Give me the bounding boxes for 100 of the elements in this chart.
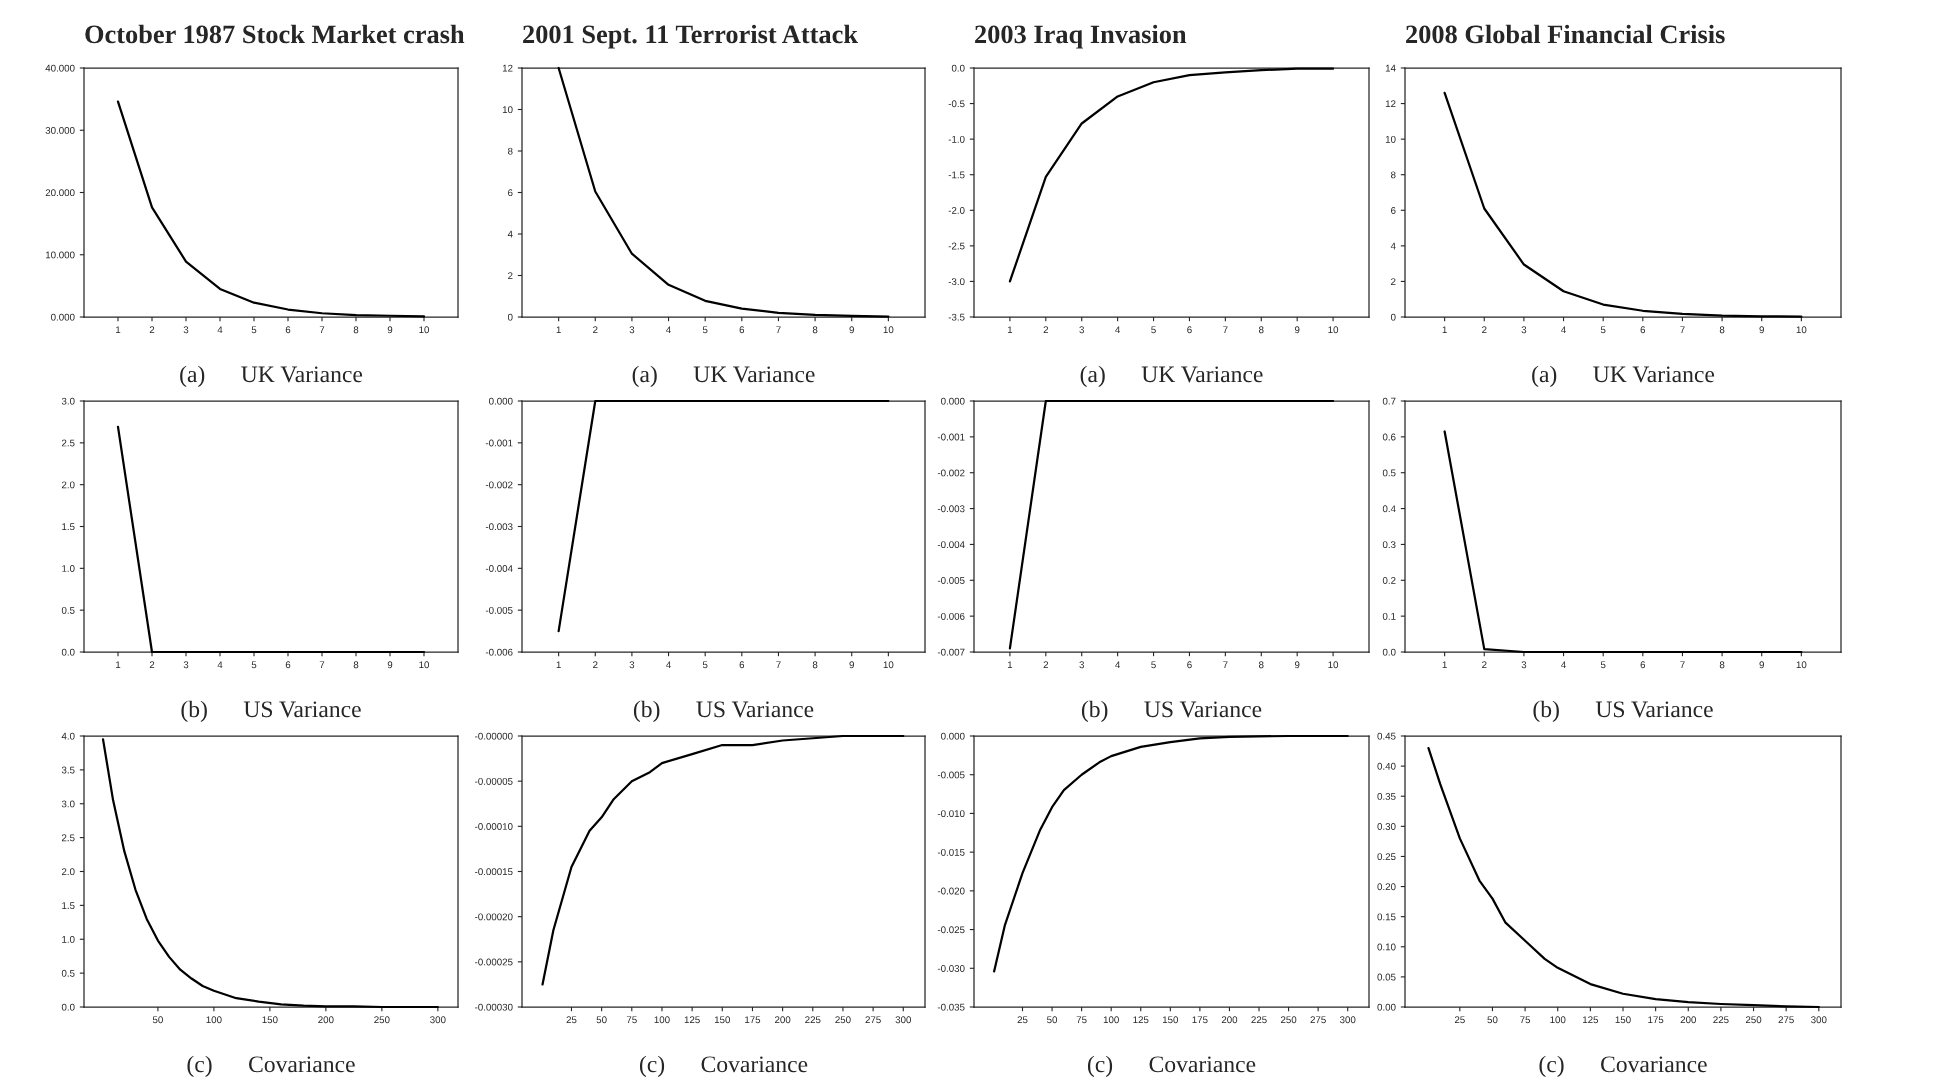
x-axis-title: (c) Covariance <box>639 1055 808 1078</box>
y-tick-label: -0.006 <box>485 648 513 656</box>
x-tick-label: 225 <box>1251 1016 1267 1024</box>
x-tick-label: 7 <box>1223 661 1228 669</box>
x-axis-title: (a) UK Variance <box>1532 365 1715 388</box>
y-tick-label: -0.005 <box>937 577 965 584</box>
x-tick-label: 10 <box>1328 661 1339 669</box>
line-series <box>1443 91 1803 318</box>
x-tick-label: 1 <box>1442 326 1447 334</box>
x-tick-label: 1 <box>116 661 121 669</box>
x-tick-label: 300 <box>1811 1016 1827 1024</box>
x-tick-label: 2 <box>1043 326 1049 334</box>
y-tick-label: -0.002 <box>937 469 965 477</box>
x-tick-label: 250 <box>374 1016 390 1024</box>
y-tick-label: -0.004 <box>937 541 965 549</box>
x-tick-label: 275 <box>1778 1016 1794 1024</box>
x-tick-label: 5 <box>1600 326 1606 334</box>
x-tick-label: 2 <box>149 326 155 334</box>
y-tick-label: 0.25 <box>1377 853 1396 861</box>
y-tick-label: 1.0 <box>62 935 75 943</box>
y-tick-label: 14 <box>1385 64 1396 72</box>
y-tick-label: -0.025 <box>937 926 965 934</box>
y-tick-label: 0.00 <box>1377 1003 1396 1011</box>
x-tick-label: 175 <box>1648 1016 1664 1024</box>
x-tick-label: 200 <box>318 1016 334 1024</box>
x-tick-label: 100 <box>1550 1016 1566 1024</box>
x-tick-label: 7 <box>776 326 781 334</box>
y-tick-label: 10.000 <box>45 251 75 259</box>
x-tick-label: 8 <box>812 661 818 669</box>
x-tick-label: 175 <box>745 1016 761 1024</box>
y-tick-label: 3.0 <box>61 397 75 405</box>
x-axis-title: (c) Covariance <box>187 1055 355 1078</box>
y-tick-label: 0.0 <box>1382 648 1396 656</box>
y-tick-label: 0.5 <box>1382 469 1396 477</box>
x-tick-label: 100 <box>206 1016 222 1024</box>
x-axis-title: (a) UK Variance <box>180 365 363 388</box>
y-tick-label: -3.5 <box>948 313 965 321</box>
x-tick-label: 75 <box>1520 1016 1531 1024</box>
chart-title: 2008 Global Financial Crisis <box>1406 24 1725 44</box>
x-tick-label: 10 <box>419 326 430 334</box>
x-tick-label: 3 <box>1521 661 1527 669</box>
x-axis-title: (c) Covariance <box>1539 1055 1707 1078</box>
y-tick-label: 0.7 <box>1382 397 1396 405</box>
x-tick-label: 200 <box>1680 1016 1696 1024</box>
x-tick-label: 4 <box>1115 661 1121 669</box>
line-series <box>557 66 890 318</box>
y-tick-label: -2.5 <box>948 242 965 250</box>
x-tick-label: 6 <box>739 661 745 669</box>
y-tick-label: 3.0 <box>61 800 75 808</box>
y-tick-label: 0.0 <box>61 1003 75 1011</box>
y-tick-label: 0.4 <box>1382 505 1396 513</box>
x-tick-label: 1 <box>1007 326 1013 334</box>
y-tick-label: 4.0 <box>61 732 75 740</box>
x-tick-label: 25 <box>1454 1016 1465 1024</box>
y-tick-label: -1.5 <box>948 171 965 179</box>
x-tick-label: 9 <box>387 661 393 669</box>
x-tick-label: 1 <box>116 326 121 334</box>
x-tick-label: 250 <box>835 1016 851 1024</box>
x-tick-label: 6 <box>1187 326 1192 334</box>
y-tick-label: -0.010 <box>937 810 965 818</box>
x-tick-label: 225 <box>1713 1016 1729 1024</box>
x-tick-label: 250 <box>1280 1016 1297 1024</box>
x-tick-label: 9 <box>849 661 854 669</box>
x-tick-label: 3 <box>183 326 189 334</box>
y-tick-label: 10 <box>1385 135 1396 143</box>
x-tick-label: 3 <box>183 661 189 669</box>
x-tick-label: 200 <box>775 1016 791 1024</box>
x-tick-label: 25 <box>1017 1016 1028 1024</box>
y-tick-label: -0.030 <box>937 965 965 972</box>
y-tick-label: -1.0 <box>948 135 965 143</box>
x-tick-label: 4 <box>1561 661 1566 669</box>
x-tick-label: 125 <box>684 1016 700 1024</box>
y-tick-label: 1.5 <box>62 523 75 531</box>
x-tick-label: 8 <box>353 326 359 334</box>
x-tick-label: 9 <box>387 326 393 334</box>
x-tick-label: 50 <box>596 1016 607 1024</box>
x-tick-label: 225 <box>805 1016 821 1024</box>
x-tick-label: 5 <box>1600 661 1606 669</box>
x-tick-label: 2 <box>1043 661 1049 669</box>
chart-title: 2001 Sept. 11 Terrorist Attack <box>523 24 858 49</box>
y-tick-label: 0.30 <box>1377 823 1396 830</box>
y-tick-label: 20.000 <box>45 189 75 197</box>
x-tick-label: 1 <box>1007 661 1013 669</box>
x-tick-label: 4 <box>1561 326 1566 334</box>
x-tick-label: 3 <box>1079 661 1084 669</box>
y-tick-label: 0.15 <box>1377 913 1396 921</box>
x-tick-label: 300 <box>430 1016 446 1024</box>
y-tick-label: 0.0 <box>951 64 965 72</box>
x-tick-label: 6 <box>1640 661 1646 669</box>
y-tick-label: 4 <box>1390 242 1396 250</box>
x-tick-label: 8 <box>1719 661 1725 669</box>
y-tick-label: -0.005 <box>937 771 965 779</box>
x-tick-label: 1 <box>1442 661 1447 669</box>
y-tick-label: -0.00000 <box>475 732 513 740</box>
y-tick-label: -0.00015 <box>475 868 513 876</box>
y-tick-label: 6 <box>508 189 513 197</box>
x-tick-label: 6 <box>1187 661 1192 669</box>
x-tick-label: 200 <box>1221 1016 1238 1024</box>
line-series <box>1427 746 1820 1009</box>
x-tick-label: 150 <box>262 1016 278 1024</box>
